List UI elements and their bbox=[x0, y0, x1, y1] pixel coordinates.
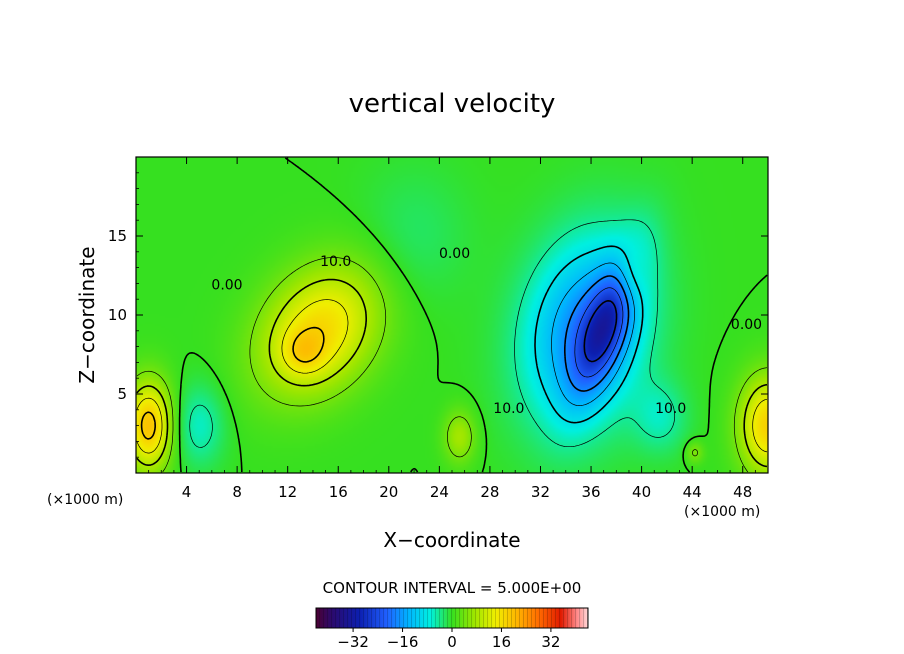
contour-level-0 bbox=[178, 157, 768, 473]
contour-level-neg20 bbox=[564, 275, 630, 392]
chart-title: vertical velocity bbox=[349, 89, 556, 119]
x-axis-ticks: 4 8 12 16 20 24 28 32 36 40 44 48 bbox=[148, 157, 756, 501]
contour-level-5 bbox=[136, 257, 768, 473]
contour-level-neg25 bbox=[574, 287, 624, 378]
contour-lines bbox=[136, 157, 768, 473]
x-tick-label-28: 28 bbox=[480, 483, 499, 501]
contour-label-0: 0.00 bbox=[211, 278, 242, 294]
contour-interval-label: CONTOUR INTERVAL = 5.000E+00 bbox=[323, 579, 582, 597]
x-tick-label-8: 8 bbox=[232, 483, 242, 501]
x-tick-label-16: 16 bbox=[329, 483, 348, 501]
contour-level-15 bbox=[136, 299, 768, 454]
colorbar-tick-label-4: 32 bbox=[541, 633, 560, 651]
y-tick-label-15: 15 bbox=[108, 227, 127, 245]
y-tick-label-10: 10 bbox=[108, 306, 127, 324]
contour-level-neg5 bbox=[189, 219, 676, 448]
colorbar-ticks: −32 −16 0 16 32 bbox=[337, 628, 560, 651]
contour-label-5: 0.00 bbox=[731, 317, 762, 333]
contour-level-10 bbox=[136, 278, 768, 468]
heatmap-field bbox=[136, 157, 768, 473]
y-tick-label-5: 5 bbox=[117, 385, 127, 403]
y-axis-label: Z−coordinate bbox=[75, 246, 99, 383]
contour-label-3: 10.0 bbox=[493, 401, 524, 417]
x-tick-label-20: 20 bbox=[379, 483, 398, 501]
contour-label-2: 0.00 bbox=[439, 246, 470, 262]
contour-level-neg10 bbox=[534, 245, 644, 424]
colorbar: −32 −16 0 16 32 bbox=[315, 607, 589, 651]
colorbar-tick-label-1: −16 bbox=[387, 633, 419, 651]
contour-labels: 0.00 10.0 0.00 10.0 10.0 0.00 bbox=[211, 246, 762, 417]
colorbar-tick-label-3: 16 bbox=[492, 633, 511, 651]
x-tick-label-32: 32 bbox=[531, 483, 550, 501]
contour-level-neg15 bbox=[551, 262, 635, 406]
contour-level-20 bbox=[140, 326, 325, 440]
x-tick-label-12: 12 bbox=[278, 483, 297, 501]
x-tick-label-24: 24 bbox=[430, 483, 449, 501]
x-tick-label-48: 48 bbox=[733, 483, 752, 501]
x-axis-label: X−coordinate bbox=[383, 528, 520, 552]
colorbar-tick-label-2: 0 bbox=[447, 633, 457, 651]
x-tick-label-36: 36 bbox=[581, 483, 600, 501]
x-tick-label-4: 4 bbox=[182, 483, 192, 501]
x-unit-right: (×1000 m) bbox=[684, 504, 760, 520]
contour-level-neg30 bbox=[583, 300, 618, 363]
y-axis-ticks: 5 10 15 bbox=[108, 172, 768, 458]
x-tick-label-44: 44 bbox=[683, 483, 702, 501]
contour-label-4: 10.0 bbox=[655, 401, 686, 417]
contour-label-1: 10.0 bbox=[320, 254, 351, 270]
x-unit-left: (×1000 m) bbox=[47, 492, 123, 508]
plot-area: 0.00 10.0 0.00 10.0 10.0 0.00 bbox=[135, 156, 769, 474]
colorbar-stripes bbox=[316, 608, 588, 628]
colorbar-tick-label-0: −32 bbox=[337, 633, 369, 651]
x-tick-label-40: 40 bbox=[632, 483, 651, 501]
